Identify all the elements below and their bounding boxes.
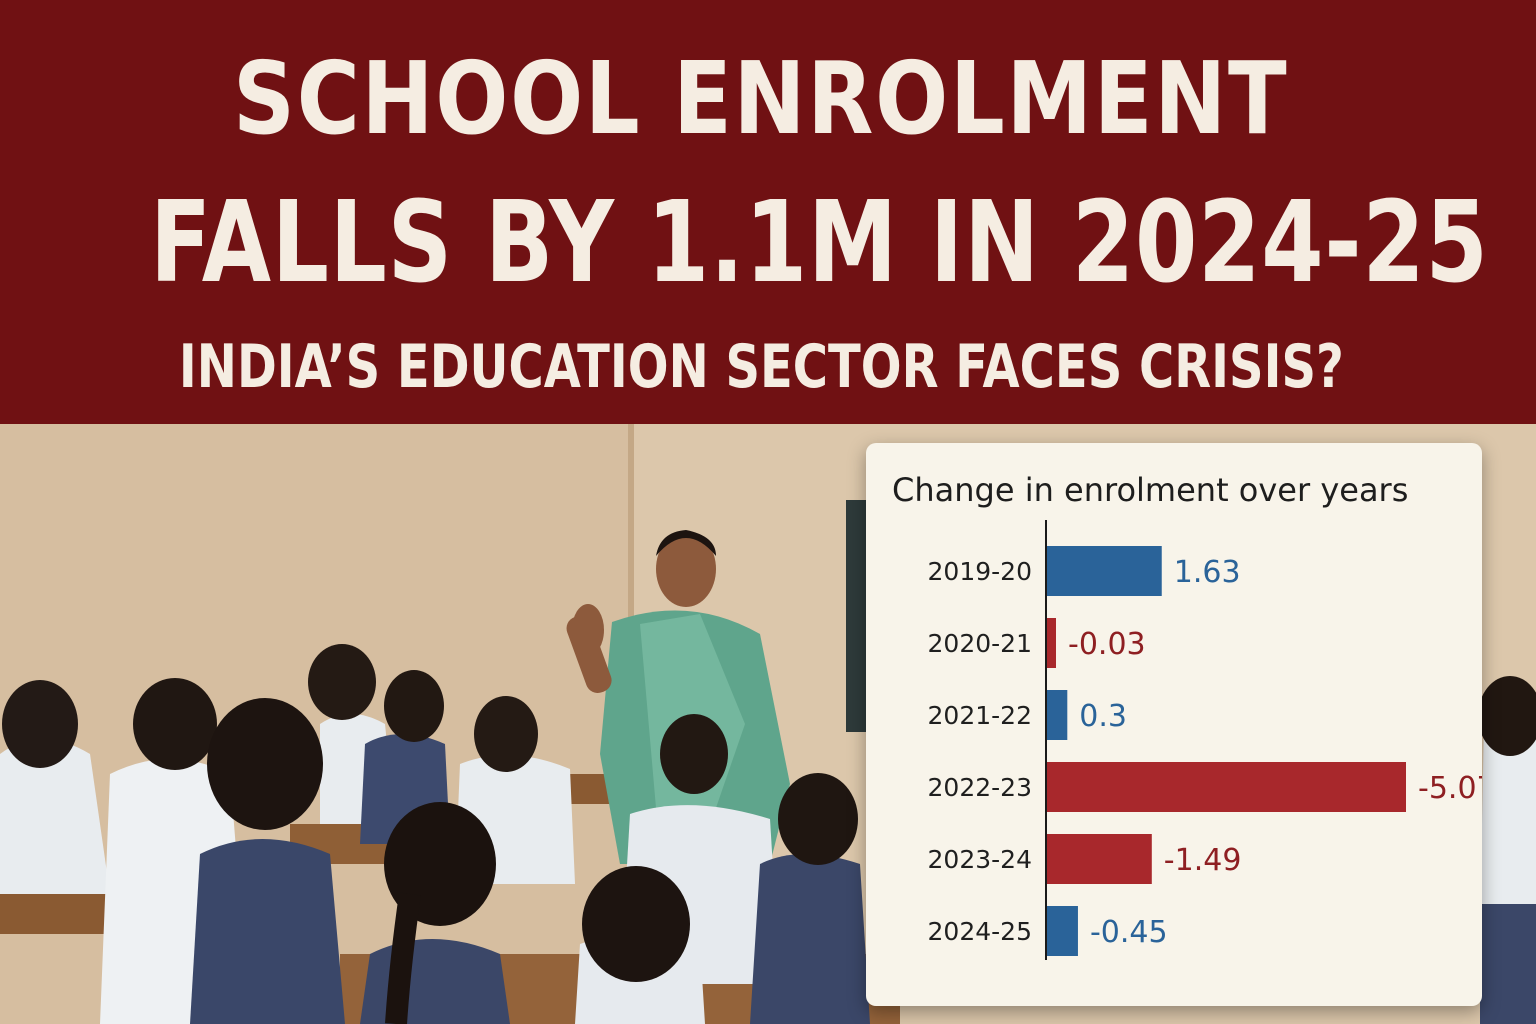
category-label: 2020-21 <box>928 629 1032 658</box>
value-label: 0.3 <box>1079 699 1127 734</box>
value-label: -5.07 <box>1418 771 1482 806</box>
bar <box>1046 762 1406 812</box>
value-label: -0.45 <box>1090 915 1168 950</box>
chart-title: Change in enrolment over years <box>892 471 1409 509</box>
category-label: 2024-25 <box>928 917 1032 946</box>
category-label: 2021-22 <box>928 701 1032 730</box>
bar <box>1046 906 1078 956</box>
chart-card: Change in enrolment over years 2019-20 20… <box>866 443 1482 1006</box>
category-label: 2023-24 <box>928 845 1032 874</box>
value-labels: 1.63 -0.03 0.3 -5.07 -1.49 -0.45 <box>1068 555 1482 950</box>
headline-line-2: FALLS BY 1.1M IN 2024-25 <box>150 178 1489 308</box>
headline-line-1: SCHOOL ENROLMENT <box>233 40 1289 157</box>
students <box>0 644 1536 1024</box>
bars <box>1046 546 1406 956</box>
category-labels: 2019-20 2020-21 2021-22 2022-23 2023-24 2024-… <box>928 557 1032 946</box>
value-label: -1.49 <box>1164 843 1242 878</box>
blackboard <box>846 500 868 732</box>
value-label: 1.63 <box>1174 555 1241 590</box>
bar-chart: 2019-20 2020-21 2021-22 2022-23 2023-24 2024-… <box>928 520 1482 960</box>
bar <box>1046 690 1068 740</box>
category-label: 2022-23 <box>928 773 1032 802</box>
value-label: -0.03 <box>1068 627 1146 662</box>
bar <box>1046 834 1152 884</box>
subheadline: INDIA’S EDUCATION SECTOR FACES CRISIS? <box>178 332 1344 402</box>
category-label: 2019-20 <box>928 557 1032 586</box>
headline-banner: SCHOOL ENROLMENT FALLS BY 1.1M IN 2024-2… <box>0 0 1536 424</box>
bar <box>1046 618 1056 668</box>
bar <box>1046 546 1162 596</box>
